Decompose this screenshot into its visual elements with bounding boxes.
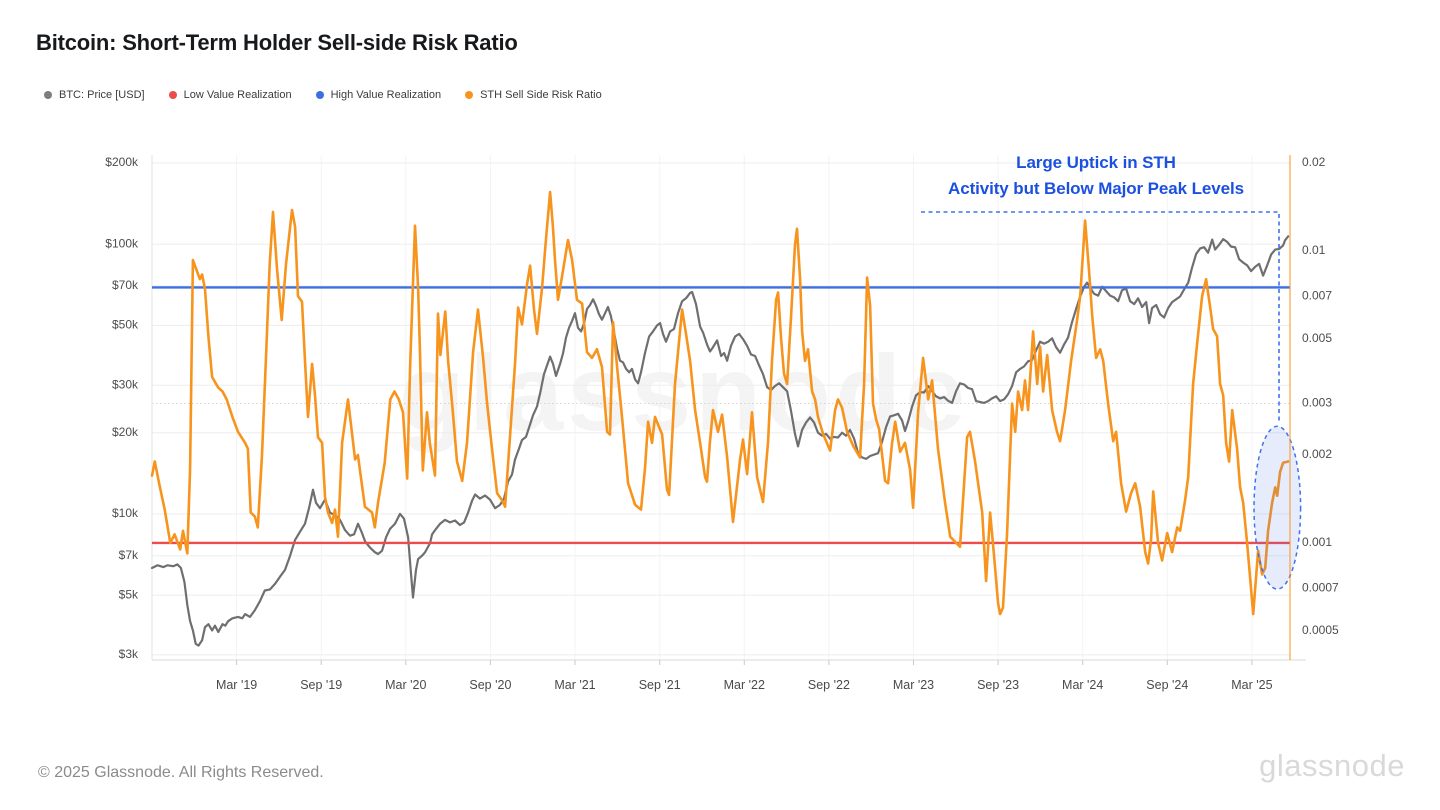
legend-item-btc-price[interactable]: BTC: Price [USD] <box>44 89 145 101</box>
left-axis-tick-label: $3k <box>119 647 139 661</box>
legend-item-high-value-realization[interactable]: High Value Realization <box>315 89 442 101</box>
x-tick-label: Mar '24 <box>1062 678 1103 692</box>
legend-item-low-value-realization[interactable]: Low Value Realization <box>168 89 292 101</box>
right-axis-tick-label: 0.005 <box>1302 331 1332 345</box>
legend-dot-high-value-realization <box>315 91 324 99</box>
legend-dot-sth-sell-side-risk-ratio <box>465 91 474 99</box>
x-tick-label: Mar '22 <box>724 678 765 692</box>
copyright-text: © 2025 Glassnode. All Rights Reserved. <box>38 764 324 781</box>
right-axis-tick-label: 0.0007 <box>1302 580 1339 594</box>
legend-label: BTC: Price [USD] <box>59 89 145 101</box>
right-axis-tick-label: 0.003 <box>1302 396 1332 410</box>
right-axis-tick-label: 0.002 <box>1302 447 1332 461</box>
page-title: Bitcoin: Short-Term Holder Sell-side Ris… <box>36 30 518 55</box>
x-tick-label: Mar '19 <box>216 678 257 692</box>
legend-item-sth-sell-side-risk-ratio[interactable]: STH Sell Side Risk Ratio <box>465 89 602 101</box>
sth-risk-ratio-line[interactable] <box>150 190 1290 616</box>
right-axis-tick-label: 0.007 <box>1302 288 1332 302</box>
x-tick-label: Mar '23 <box>893 678 934 692</box>
left-axis-tick-label: $20k <box>112 425 139 439</box>
x-tick-label: Sep '23 <box>977 678 1019 692</box>
left-axis-tick-label: $5k <box>119 587 139 601</box>
x-tick-label: Mar '20 <box>385 678 426 692</box>
left-axis-tick-label: $7k <box>119 548 139 562</box>
left-axis-tick-label: $10k <box>112 506 139 520</box>
legend-label: High Value Realization <box>330 89 442 101</box>
x-tick-label: Mar '21 <box>554 678 595 692</box>
x-tick-label: Sep '20 <box>469 678 511 692</box>
btc-price-line[interactable] <box>150 235 1290 647</box>
annotation-callout: Large Uptick in STH Activity but Below M… <box>900 150 1292 202</box>
highlight-ellipse <box>1253 425 1302 590</box>
x-tick-label: Sep '22 <box>808 678 850 692</box>
x-tick-label: Sep '19 <box>300 678 342 692</box>
right-axis-tick-label: 0.001 <box>1302 535 1332 549</box>
legend-label: Low Value Realization <box>183 89 292 101</box>
annotation-line1: Large Uptick in STH <box>1016 153 1176 172</box>
legend-label: STH Sell Side Risk Ratio <box>480 89 602 101</box>
glassnode-logo: glassnode <box>1259 748 1405 783</box>
annotation-line2: Activity but Below Major Peak Levels <box>948 179 1244 198</box>
left-axis-tick-label: $70k <box>112 278 139 292</box>
left-axis-tick-label: $100k <box>105 236 139 250</box>
x-tick-label: Sep '24 <box>1146 678 1188 692</box>
left-axis-tick-label: $200k <box>105 155 139 169</box>
left-axis-tick-label: $30k <box>112 377 139 391</box>
x-tick-label: Mar '25 <box>1231 678 1272 692</box>
left-axis-tick-label: $50k <box>112 318 139 332</box>
right-axis-tick-label: 0.01 <box>1302 243 1326 257</box>
right-axis-tick-label: 0.0005 <box>1302 623 1339 637</box>
x-tick-label: Sep '21 <box>639 678 681 692</box>
right-axis-tick-label: 0.02 <box>1302 155 1326 169</box>
legend: BTC: Price [USD] Low Value Realization Hig… <box>44 89 602 101</box>
legend-dot-btc-price <box>44 91 52 99</box>
legend-dot-low-value-realization <box>168 91 177 99</box>
